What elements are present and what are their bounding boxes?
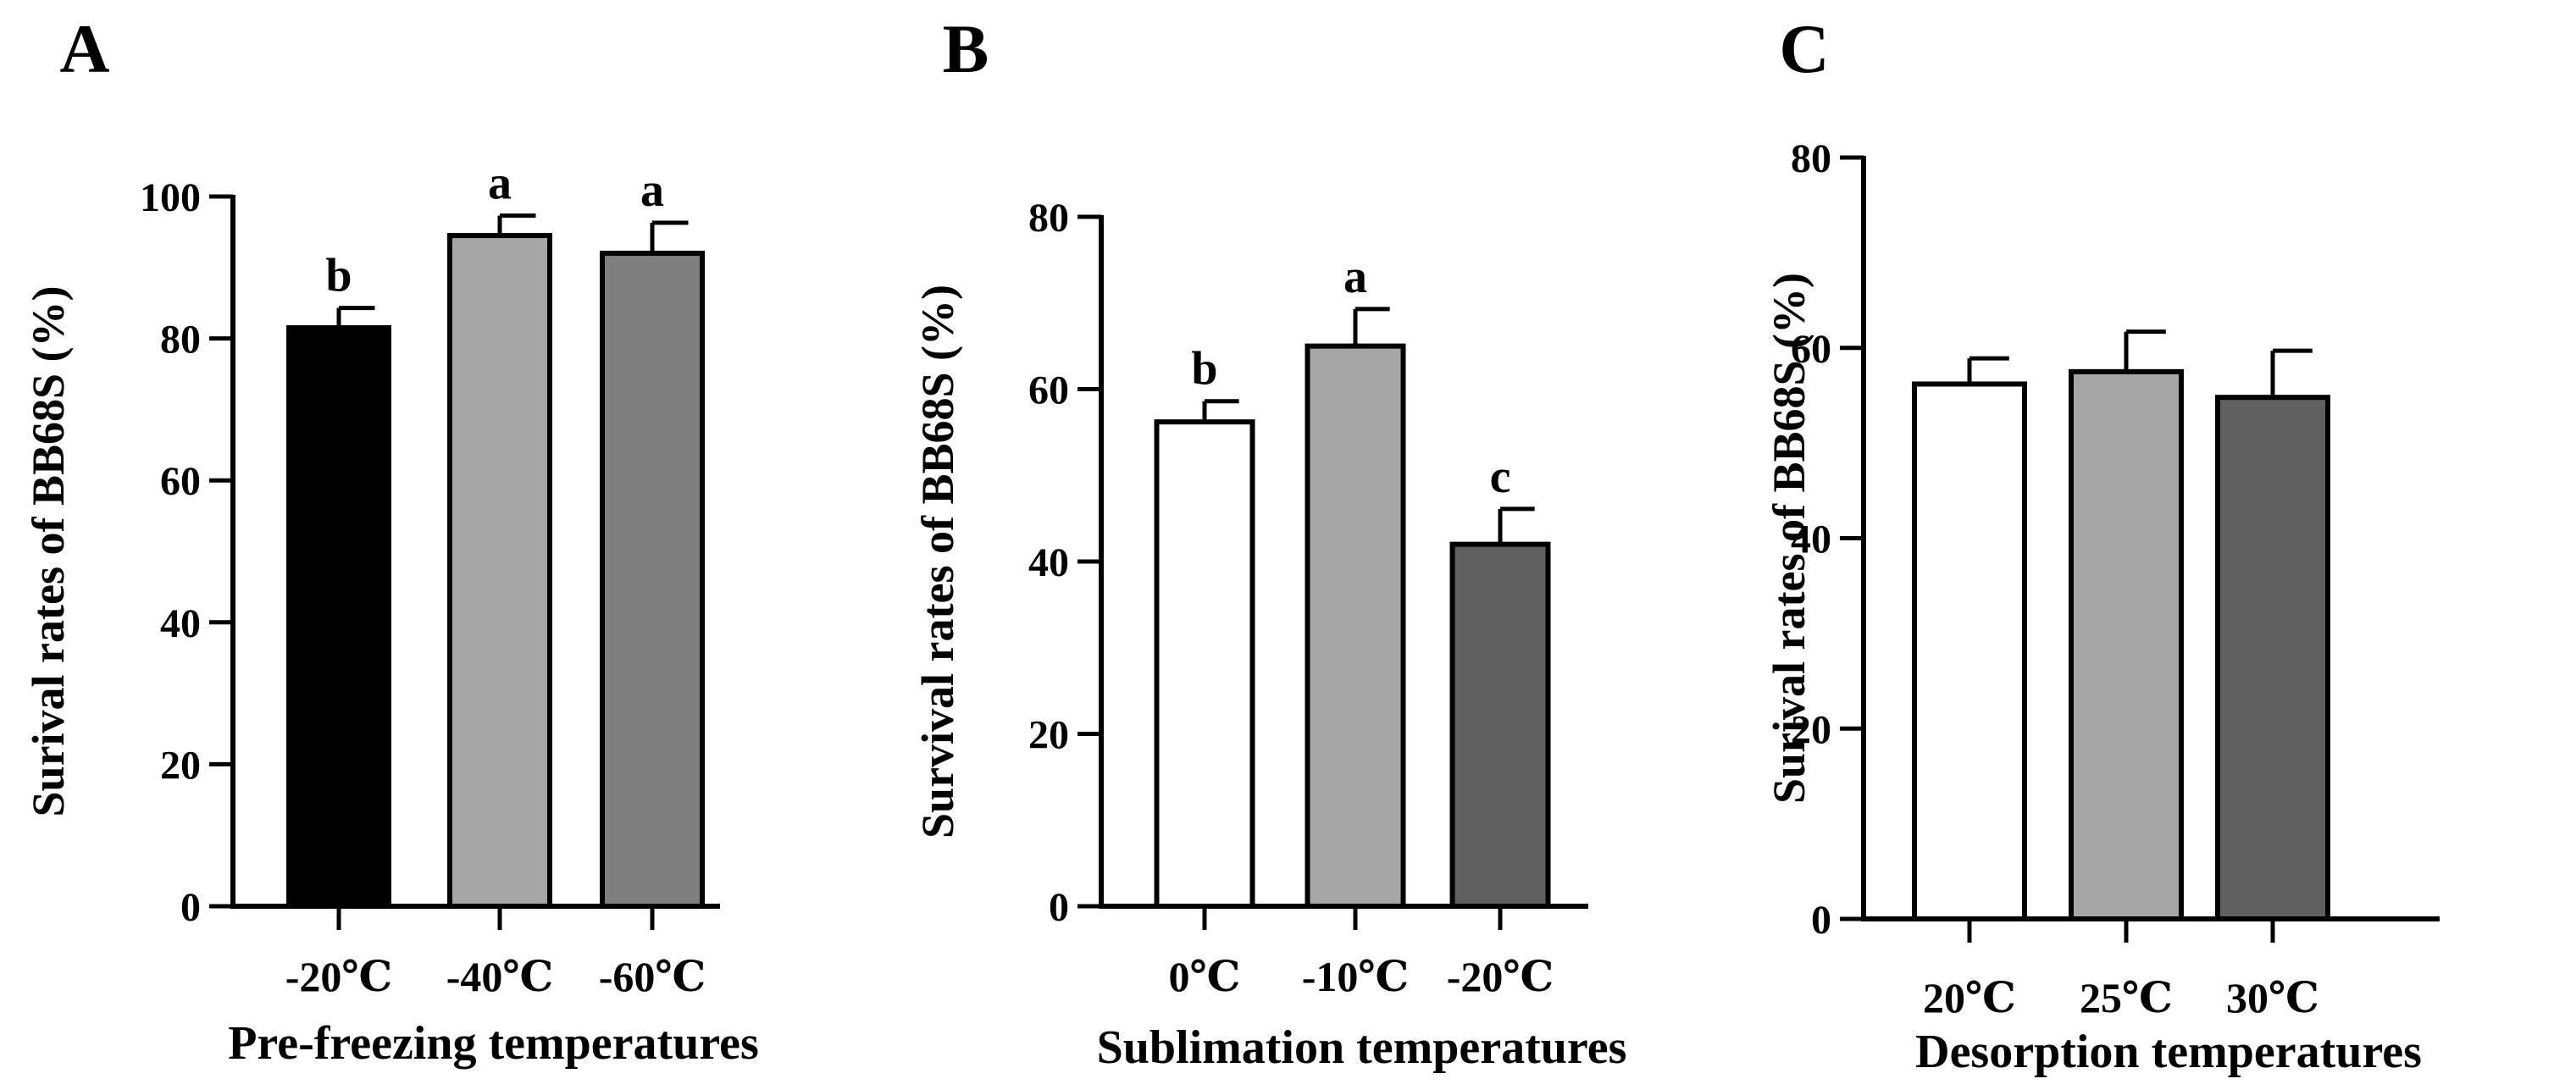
- panel-label: C: [1779, 10, 1829, 87]
- bar: [1912, 381, 2027, 921]
- x-axis-title: Pre-freezing temperatures: [228, 1017, 759, 1070]
- y-tick-label: 40: [160, 601, 201, 646]
- y-tick-label: 80: [1028, 196, 1069, 241]
- x-tick-label: -20℃: [1447, 953, 1554, 1000]
- bar: [2215, 395, 2330, 921]
- y-tick-label: 60: [160, 459, 201, 504]
- x-tick-label: 30℃: [2226, 974, 2319, 1021]
- bar: [1154, 419, 1255, 910]
- bar: [2069, 368, 2184, 921]
- y-tick-label: 20: [1791, 707, 1831, 752]
- y-tick-label: 80: [160, 318, 201, 362]
- y-axis-title: Surival rates of BB68S (%): [23, 286, 74, 817]
- y-tick-label: 40: [1791, 517, 1831, 562]
- x-axis-title: Sublimation temperatures: [1097, 1021, 1627, 1074]
- y-tick-label: 20: [1028, 713, 1069, 758]
- significance-letter: c: [1490, 451, 1511, 503]
- x-axis-title: Desorption temperatures: [1915, 1026, 2422, 1078]
- x-tick-label: 20℃: [1923, 974, 2016, 1021]
- bar: [286, 325, 391, 909]
- y-tick-label: 0: [1811, 898, 1831, 943]
- y-tick-label: 0: [180, 885, 201, 930]
- x-tick-label: -20℃: [285, 953, 393, 1000]
- bar: [600, 251, 705, 910]
- significance-letter: a: [1343, 251, 1367, 303]
- bar: [447, 233, 552, 909]
- x-tick-label: -60℃: [599, 953, 706, 1000]
- y-tick-label: 20: [160, 743, 201, 788]
- x-tick-label: -40℃: [446, 953, 554, 1000]
- x-tick-label: 25℃: [2080, 974, 2173, 1021]
- y-tick-label: 60: [1028, 368, 1069, 413]
- y-axis-title: Surival rates of BB68S (%): [1764, 273, 1814, 804]
- y-tick-label: 60: [1791, 327, 1831, 372]
- x-tick-label: -10℃: [1302, 953, 1410, 1000]
- x-tick-label: 0℃: [1169, 953, 1241, 1000]
- y-tick-label: 100: [140, 175, 201, 220]
- y-tick-label: 0: [1049, 885, 1069, 930]
- y-axis-title: Survival rates of BB68S (%): [912, 285, 963, 838]
- bar: [1305, 343, 1406, 909]
- panel-label: B: [943, 10, 989, 87]
- panel-b: B 0 20 40 60 80 Survival rates of BB68S (%) 0℃ b…: [912, 10, 1626, 1074]
- significance-letter: b: [1191, 343, 1217, 396]
- bar: [1449, 541, 1551, 910]
- panel-label: A: [59, 10, 109, 87]
- y-tick-label: 40: [1028, 540, 1069, 585]
- panel-c: C 0 20 40 60 80 Surival rates of BB68S (%) 20℃ 2…: [1764, 10, 2440, 1078]
- panel-a: A 0 20 40 60 80 100 Surival rates of BB68S (%) -…: [23, 10, 759, 1070]
- significance-letter: a: [488, 158, 512, 210]
- y-tick-label: 80: [1791, 136, 1831, 181]
- significance-letter: a: [640, 164, 664, 217]
- significance-letter: b: [325, 250, 352, 302]
